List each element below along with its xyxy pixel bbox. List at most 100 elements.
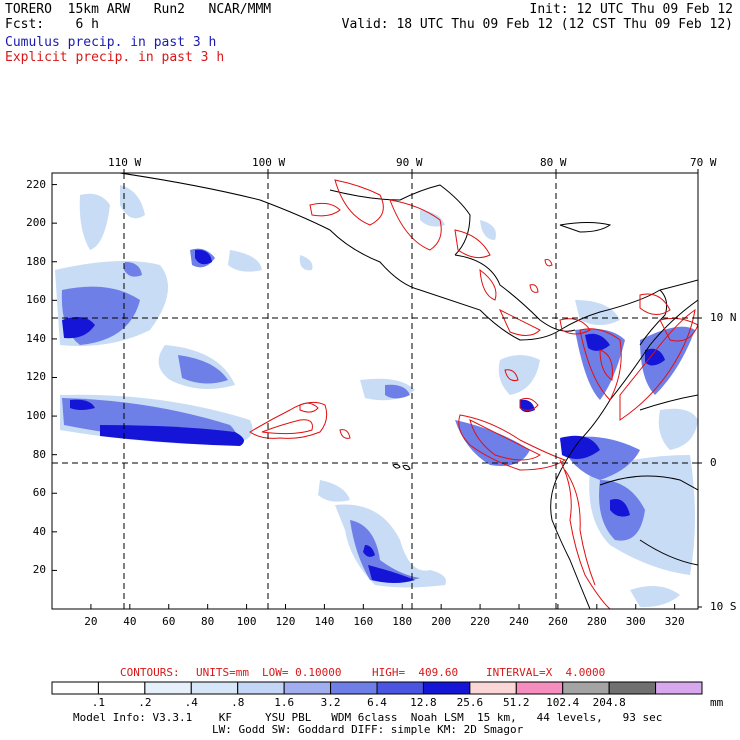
heavy-precip-area [368,565,415,583]
heavy-precip-area [195,249,212,265]
y-tick-label: 40 [32,524,46,538]
moderate-precip-area [178,355,228,384]
explicit-precip-contour [261,419,313,435]
light-precip-area [318,480,350,502]
colorbar-tick-label: 3.2 [320,696,341,709]
legend-cumulus-precip: Cumulus precip. in past 3 h [5,35,217,50]
x-tick-label: 140 [314,615,335,628]
moderate-precip-area [385,384,410,399]
x-tick-label: 320 [664,615,685,628]
colorbar-tick-label: .8 [231,696,245,709]
light-precip-area [658,408,698,450]
explicit-precip-contour [479,268,497,301]
heavy-precip-area [100,425,244,446]
colorbar-tick-label: .2 [138,696,152,709]
x-tick-label: 120 [275,615,296,628]
explicit-precip-contour [339,429,351,439]
top-longitude-label: 110 W [108,156,142,169]
colorbar-tick-label: 25.6 [456,696,484,709]
colorbar-tick-label: 204.8 [592,696,626,709]
heavy-precip-area [560,435,600,459]
explicit-precip-contour [309,202,341,217]
x-tick-label: 280 [586,615,607,628]
colorbar-tick-label: 12.8 [410,696,437,709]
heavy-precip-area [645,348,665,366]
footer-physics-info: LW: Godd SW: Goddard DIFF: simple KM: 2D… [212,723,524,736]
coastline [639,394,698,411]
explicit-precip-contour [519,397,539,411]
y-tick-label: 120 [26,370,46,384]
explicit-precip-contour [299,402,319,413]
galapagos-coastline [402,464,411,471]
contour-high: HIGH= 409.60 [372,666,459,679]
coastline-layer [119,173,698,609]
precip-field-layer [55,173,698,609]
explicit-precip-contour [469,419,541,461]
x-tick-label: 220 [470,615,490,628]
explicit-precip-contour [619,308,696,421]
light-precip-area [630,586,680,608]
explicit-precip-contour [564,469,596,586]
contour-label: CONTOURS: [120,666,180,679]
coastline [639,289,668,346]
colorbar-tick-label: 1.6 [274,696,295,709]
contour-units: UNITS=mm [196,666,249,679]
y-tick-label: 220 [26,177,46,191]
top-longitude-label: 80 W [540,156,567,169]
light-precip-area [420,210,445,227]
coastline [639,539,698,566]
explicit-precip-contour [529,284,539,293]
moderate-precip-area [124,262,142,277]
explicit-precip-contour [458,414,567,471]
right-latitude-label: 10 N [710,311,737,324]
explicit-precip-contour [504,369,519,381]
colorbar-tick-label: .4 [184,696,198,709]
explicit-precip-contours [249,179,698,609]
explicit-precip-contour [544,259,553,267]
heavy-precip-area [610,499,630,517]
explicit-precip-contour [559,459,611,609]
header-model-title: TORERO 15km ARW Run2 NCAR/MMM [5,2,272,17]
top-longitude-label: 100 W [252,156,286,169]
x-tick-label: 100 [236,615,257,628]
coastline [454,254,576,332]
coastline [119,173,698,341]
x-tick-label: 300 [625,615,646,628]
heavy-precip-area [520,399,535,413]
light-precip-area [498,355,540,395]
contour-interval: INTERVAL=X 4.0000 [486,666,606,679]
light-precip-area [228,250,262,272]
contour-low: LOW= 0.10000 [262,666,342,679]
light-precip-area [480,220,496,240]
right-latitude-label: 10 S [710,600,737,613]
colorbar-tick-label: 102.4 [546,696,580,709]
heavy-precip-area [62,316,95,339]
light-precip-area [120,185,145,219]
colorbar-tick-label: .1 [91,696,106,709]
coastline [329,184,471,256]
x-tick-label: 260 [547,615,568,628]
x-tick-label: 240 [509,615,529,628]
axis-ticks [52,169,702,609]
coastline [599,475,698,491]
light-precip-area [79,193,110,250]
header-valid-time: Valid: 18 UTC Thu 09 Feb 12 (12 CST Thu … [341,17,733,32]
moderate-precip-area [350,520,420,583]
explicit-precip-contour [334,179,384,226]
heavy-precip-areas [62,249,665,583]
y-tick-label: 60 [32,486,46,500]
y-tick-label: 140 [26,331,46,345]
explicit-precip-contour [599,349,613,381]
top-longitude-label: 90 W [396,156,423,169]
legend-explicit-precip: Explicit precip. in past 3 h [5,50,225,65]
moderate-precip-area [455,420,530,466]
map-frame [51,172,699,610]
heavy-precip-area [363,545,375,557]
y-tick-label: 20 [32,563,46,577]
y-tick-label: 80 [32,447,46,461]
explicit-precip-contour [454,229,491,259]
lat-lon-grid [52,173,698,609]
colorbar-tick-label: 6.4 [367,696,387,709]
x-tick-label: 200 [431,615,452,628]
